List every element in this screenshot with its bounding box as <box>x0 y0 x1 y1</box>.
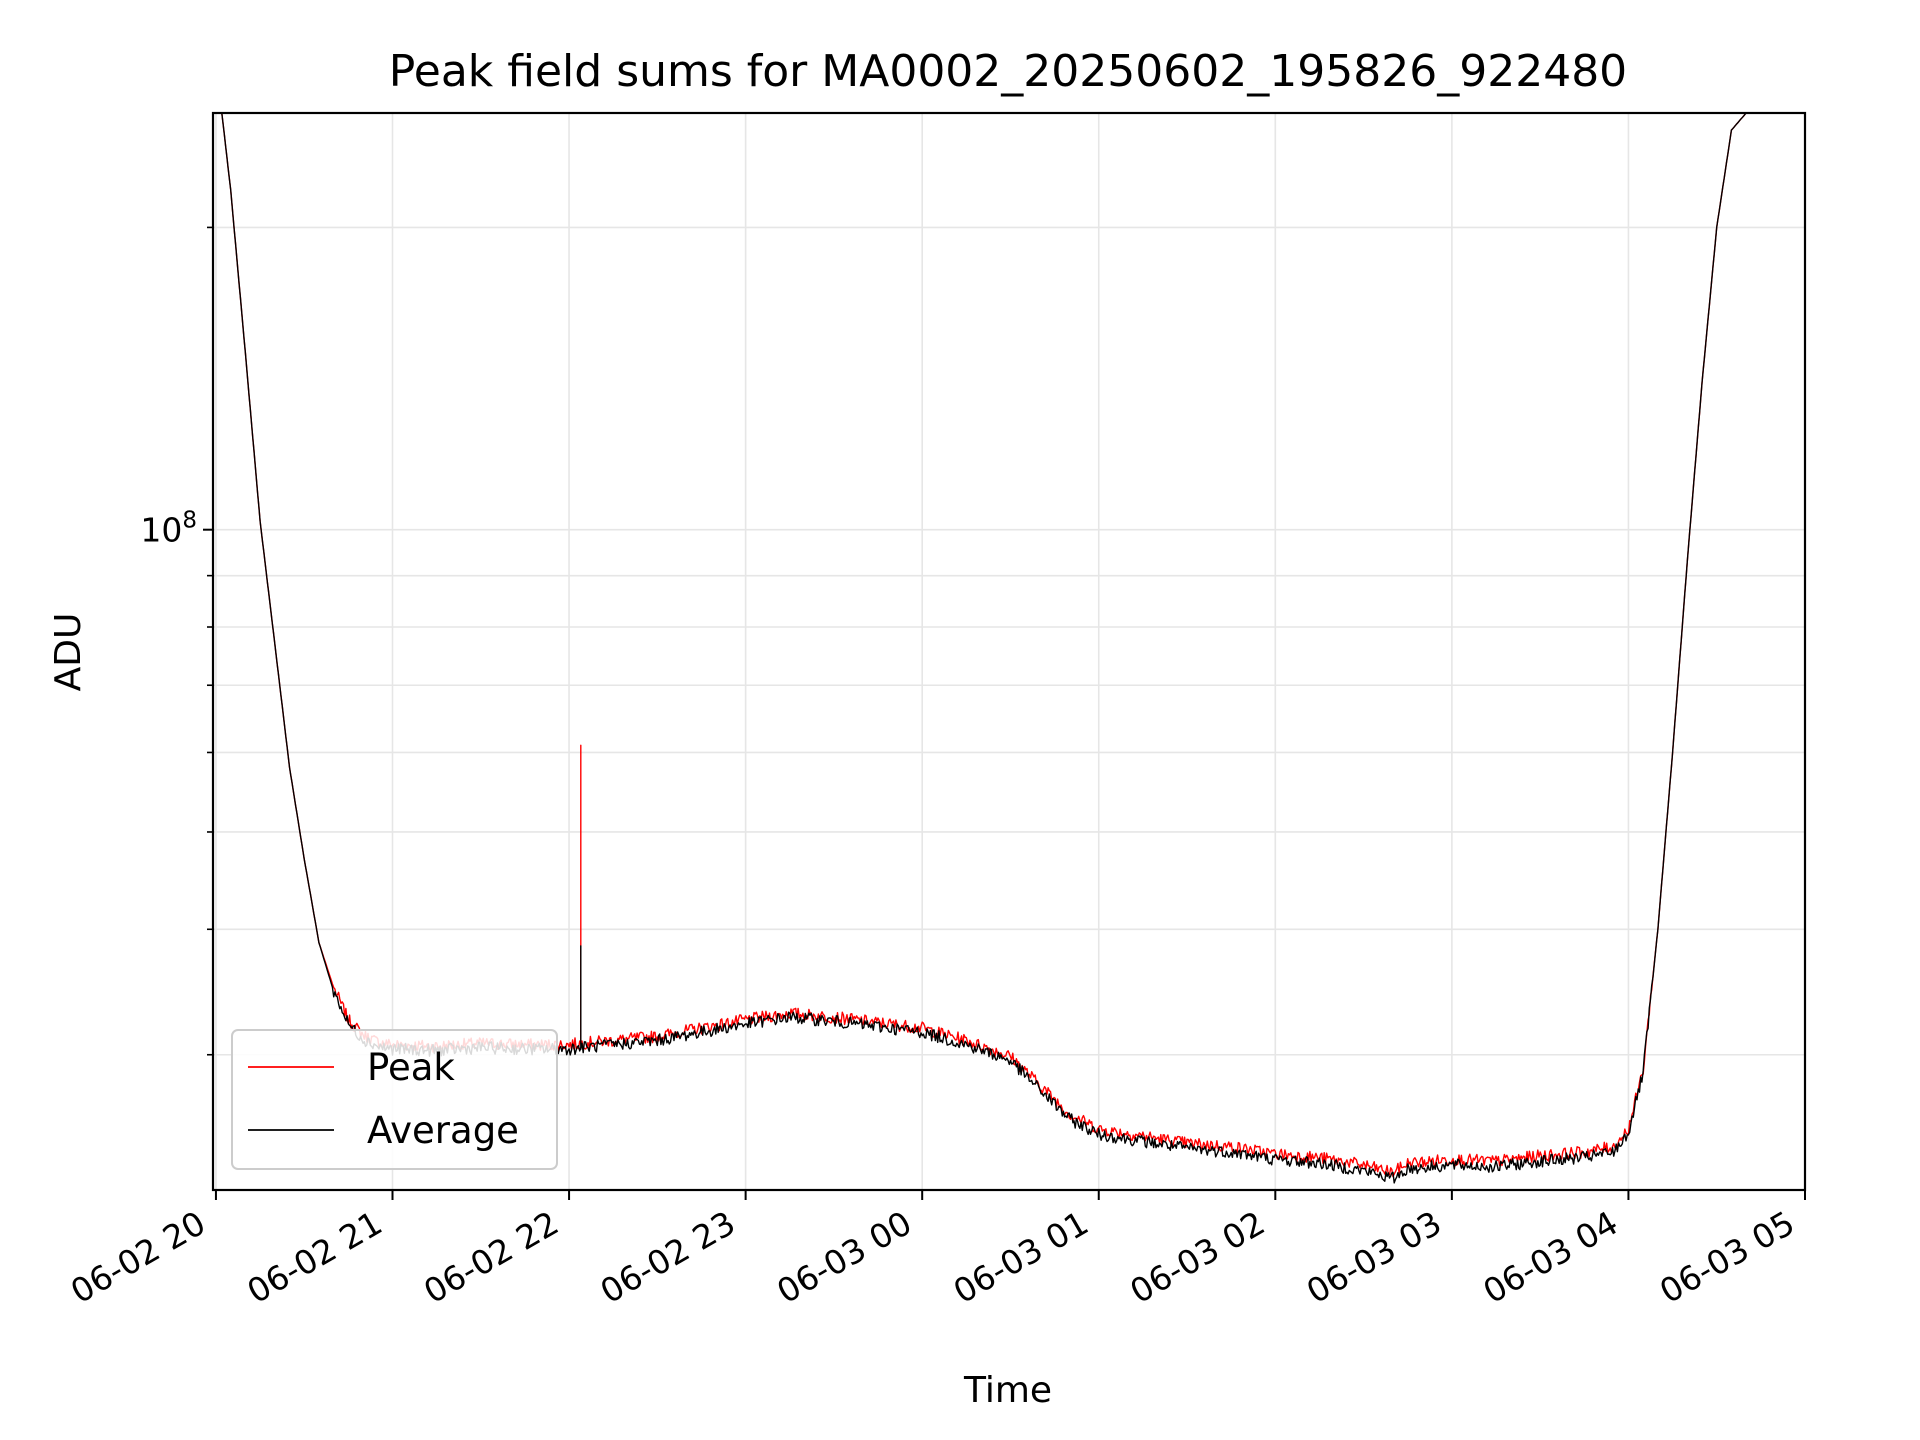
legend-label-peak: Peak <box>367 1046 455 1089</box>
legend: Peak Average <box>231 1029 558 1170</box>
legend-box <box>231 1029 558 1170</box>
y-tick-label: 108 <box>140 508 197 550</box>
legend-label-average: Average <box>367 1109 519 1152</box>
x-axis-label: Time <box>963 1370 1052 1411</box>
plot-frame <box>211 111 1807 1192</box>
y-axis-label: ADU <box>48 613 89 692</box>
chart-title: Peak field sums for MA0002_20250602_1958… <box>389 46 1627 97</box>
